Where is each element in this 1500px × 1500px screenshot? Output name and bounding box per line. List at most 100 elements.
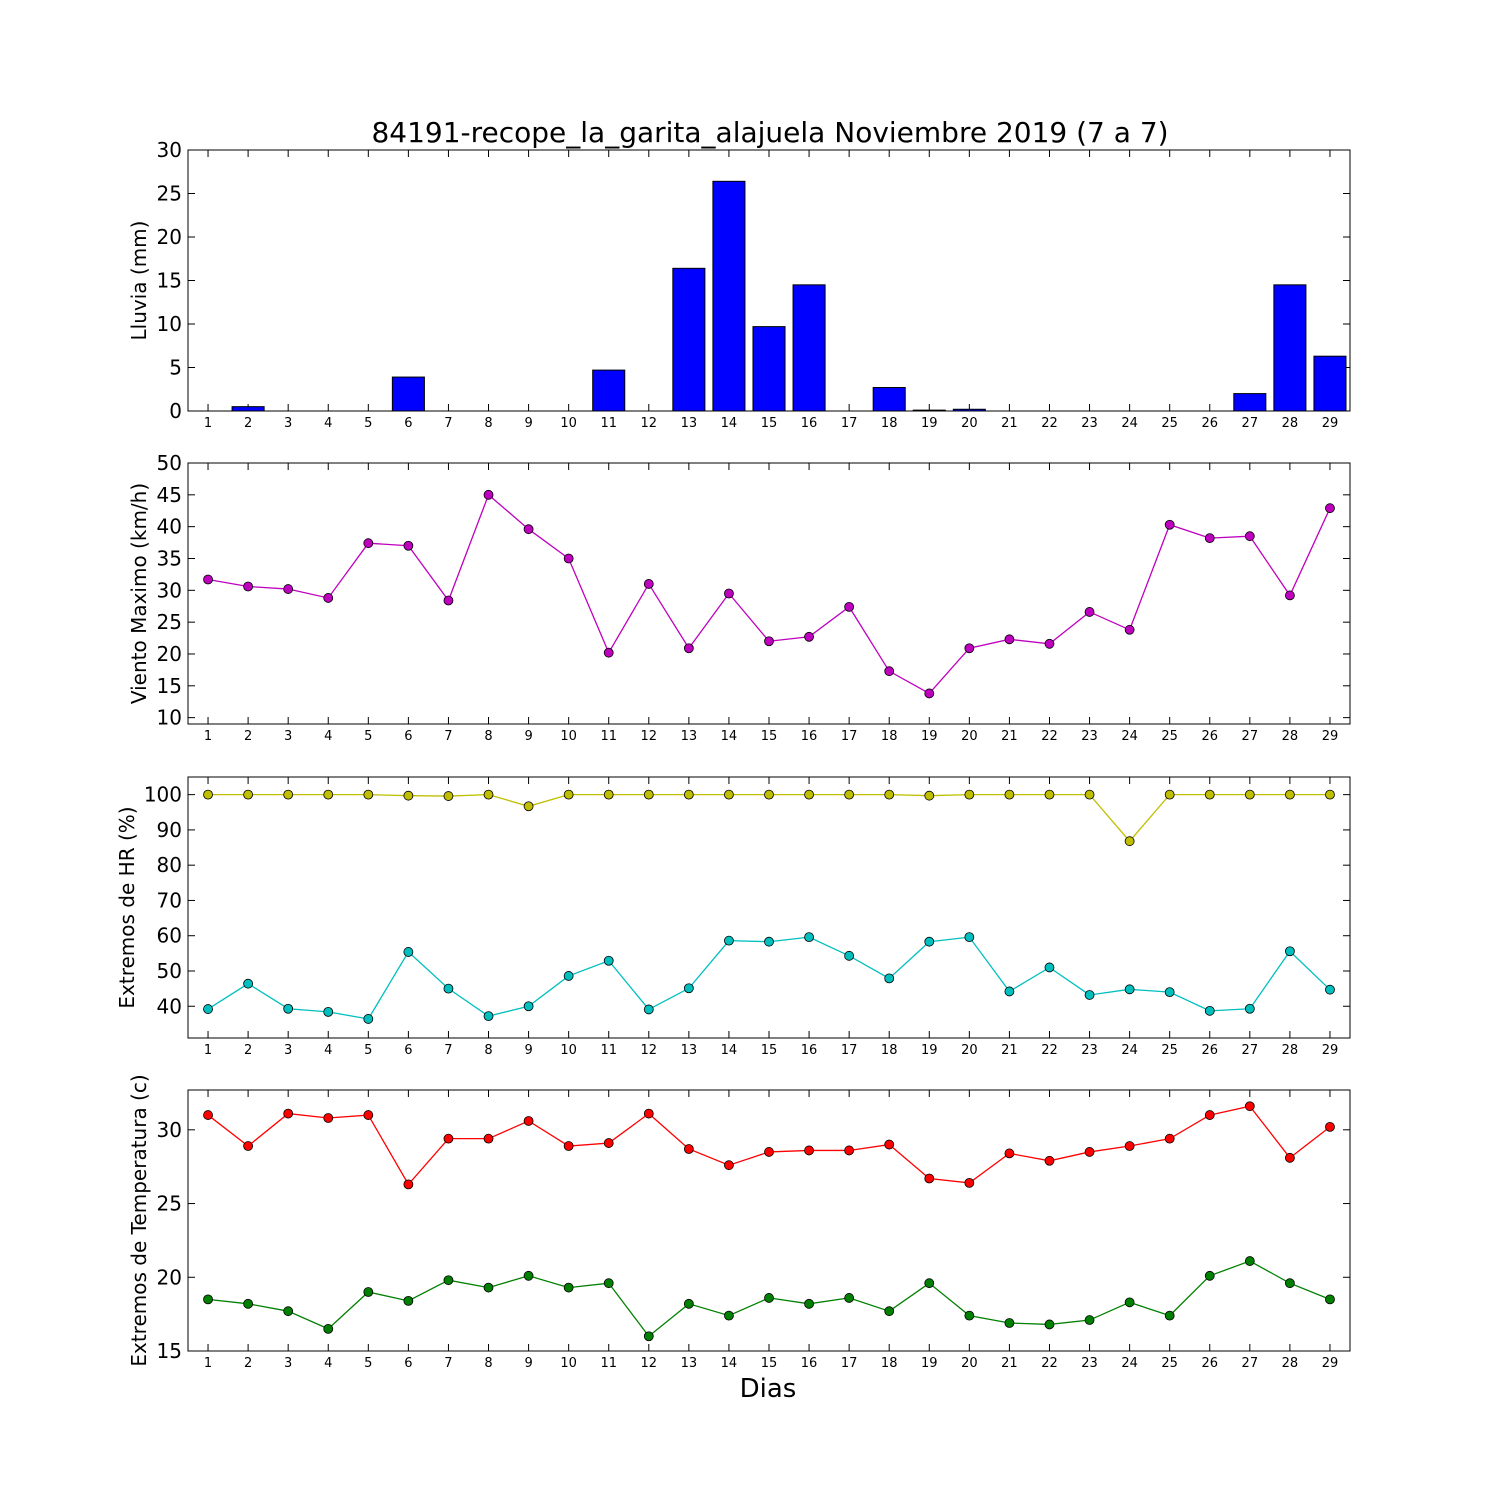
temperature-series-2-point (643, 1331, 654, 1342)
wind-series-1-point (643, 579, 654, 589)
wind-series-1-point (1164, 519, 1175, 530)
x-tick-label: 26 (1201, 1043, 1218, 1058)
y-tick-label: 45 (157, 483, 182, 507)
x-tick-label: 5 (364, 1356, 372, 1371)
temperature-series-1-point (1284, 1152, 1295, 1163)
x-tick-label: 29 (1322, 1356, 1339, 1371)
y-tick-label: 20 (157, 1265, 182, 1289)
x-tick-label: 5 (364, 729, 372, 744)
wind-series-1-point (1244, 531, 1255, 542)
temperature-series-2-point (323, 1323, 334, 1334)
temperature-series-1-point (643, 1108, 654, 1119)
x-tick-label: 23 (1081, 729, 1098, 744)
humidity-series-2-point (1325, 984, 1335, 995)
wind-series-1-point (203, 574, 213, 585)
y-tick-label: 25 (157, 1192, 182, 1216)
y-tick-label: 30 (157, 138, 182, 162)
wind-series-1-point (964, 643, 975, 654)
x-tick-label: 25 (1161, 729, 1178, 744)
x-tick-label: 26 (1201, 416, 1218, 431)
x-tick-label: 6 (404, 1043, 412, 1058)
wind-series-1-point (1124, 624, 1135, 635)
temperature-series-2-point (1284, 1278, 1295, 1289)
x-tick-label: 1 (204, 416, 212, 431)
humidity-series-2-point (683, 983, 694, 994)
x-tick-label: 19 (921, 1043, 938, 1058)
x-tick-label: 7 (444, 1043, 452, 1058)
x-tick-label: 8 (484, 416, 492, 431)
x-tick-label: 26 (1201, 1356, 1218, 1371)
humidity-series-2-point (964, 932, 975, 943)
humidity-series-2-point (403, 947, 414, 957)
temperature-series-1-point (1244, 1101, 1255, 1112)
y-axis-label: Lluvia (mm) (127, 221, 151, 341)
x-tick-label: 4 (324, 416, 332, 431)
y-tick-label: 40 (157, 515, 182, 539)
humidity-series-1-point (323, 789, 334, 800)
x-tick-label: 24 (1121, 729, 1138, 744)
humidity-series-2-point (1124, 984, 1135, 995)
x-tick-label: 23 (1081, 1043, 1098, 1058)
humidity-series-2-point (1044, 962, 1055, 973)
x-tick-label: 23 (1081, 1356, 1098, 1371)
x-axis-label: Dias (740, 1374, 797, 1404)
x-tick-label: 10 (560, 1043, 577, 1058)
temperature-series-2-point (683, 1298, 694, 1309)
y-tick-label: 50 (157, 451, 182, 475)
temperature-series-2-point (1124, 1297, 1135, 1308)
x-tick-label: 9 (524, 416, 532, 431)
x-tick-label: 1 (204, 729, 212, 744)
x-tick-label: 15 (761, 729, 778, 744)
wind-series-1-point (363, 538, 374, 549)
x-tick-label: 9 (524, 1043, 532, 1058)
temperature-series-2-point (243, 1298, 254, 1309)
wind-series-1-point (804, 631, 814, 642)
x-tick-label: 20 (961, 1356, 978, 1371)
x-tick-label: 16 (801, 1356, 818, 1371)
temperature-series-2-point (603, 1278, 614, 1289)
temperature-series-1-point (203, 1110, 213, 1120)
humidity-series-1-point (764, 789, 774, 800)
x-tick-label: 21 (1001, 1356, 1018, 1371)
humidity-series-2-point (283, 1003, 294, 1014)
x-tick-label: 18 (881, 1356, 898, 1371)
y-tick-label: 30 (157, 1118, 182, 1142)
x-tick-label: 22 (1041, 1043, 1058, 1058)
x-tick-label: 14 (721, 416, 738, 431)
x-tick-label: 8 (484, 729, 492, 744)
x-tick-label: 2 (244, 1043, 252, 1058)
x-tick-label: 28 (1282, 1356, 1299, 1371)
y-tick-label: 60 (157, 924, 182, 948)
humidity-series-2-point (483, 1011, 494, 1022)
temperature-series-1-point (683, 1144, 694, 1154)
x-tick-label: 22 (1041, 1356, 1058, 1371)
humidity-series-1-point (804, 789, 814, 800)
humidity-series-1-point (1124, 836, 1135, 847)
x-tick-label: 28 (1282, 729, 1299, 744)
temperature-series-2-point (1164, 1310, 1175, 1321)
humidity-series-1-point (603, 789, 614, 800)
x-tick-label: 4 (324, 1043, 332, 1058)
wind-series-1-point (603, 647, 614, 658)
temperature-series-2-point (804, 1298, 814, 1309)
x-tick-label: 14 (721, 1356, 738, 1371)
temperature-series-1-point (1164, 1133, 1175, 1144)
humidity-series-1-point (643, 789, 654, 800)
x-tick-label: 20 (961, 416, 978, 431)
rain-bar (872, 387, 906, 412)
y-tick-label: 20 (157, 642, 182, 666)
humidity-series-1-point (1244, 789, 1255, 800)
x-tick-label: 17 (841, 416, 858, 431)
x-tick-label: 28 (1282, 1043, 1299, 1058)
rain-bar (1273, 284, 1307, 412)
temperature-series-2-point (844, 1293, 855, 1303)
x-tick-label: 12 (641, 729, 658, 744)
temperature-series-1-point (243, 1141, 254, 1151)
x-tick-label: 24 (1121, 1043, 1138, 1058)
y-tick-label: 10 (157, 706, 182, 730)
x-tick-label: 22 (1041, 729, 1058, 744)
